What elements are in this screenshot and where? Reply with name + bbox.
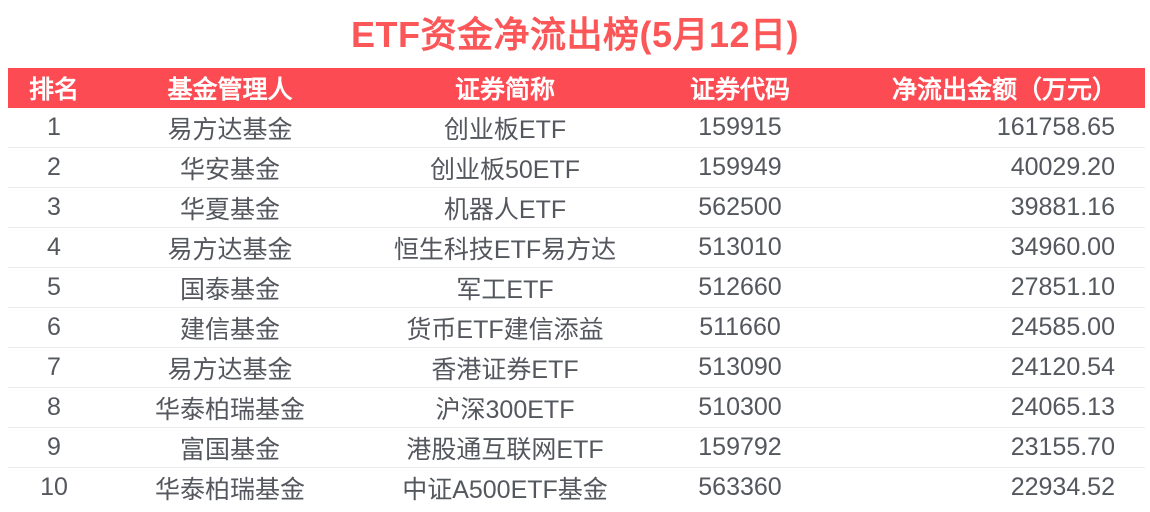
cell-security-code: 512660 (650, 267, 830, 308)
cell-security-name: 恒生科技ETF易方达 (360, 227, 650, 268)
cell-security-name: 中证A500ETF基金 (360, 467, 650, 507)
cell-rank: 2 (8, 147, 100, 188)
cell-rank: 6 (8, 307, 100, 348)
table-row: 7 易方达基金 香港证券ETF 513090 24120.54 (8, 347, 1145, 388)
cell-manager: 华泰柏瑞基金 (100, 387, 360, 428)
cell-security-name: 军工ETF (360, 267, 650, 308)
cell-security-code: 513090 (650, 347, 830, 388)
cell-net-outflow: 24585.00 (830, 307, 1145, 348)
cell-net-outflow: 39881.16 (830, 187, 1145, 228)
cell-security-name: 港股通互联网ETF (360, 427, 650, 468)
cell-net-outflow: 22934.52 (830, 467, 1145, 507)
cell-manager: 建信基金 (100, 307, 360, 348)
column-header-rank: 排名 (8, 68, 100, 108)
etf-outflow-table: 排名 基金管理人 证券简称 证券代码 净流出金额（万元） 1 易方达基金 创业板… (8, 68, 1145, 507)
table-row: 4 易方达基金 恒生科技ETF易方达 513010 34960.00 (8, 227, 1145, 268)
cell-net-outflow: 34960.00 (830, 227, 1145, 268)
cell-security-name: 香港证券ETF (360, 347, 650, 388)
cell-manager: 易方达基金 (167, 115, 293, 144)
cell-security-code: 511660 (650, 307, 830, 348)
column-header-security-code: 证券代码 (650, 68, 830, 108)
cell-security-code: 513010 (650, 227, 830, 268)
cell-security-name: 沪深300ETF (360, 387, 650, 428)
cell-rank: 9 (8, 427, 100, 468)
column-header-security-name: 证券简称 (360, 68, 650, 108)
cell-security-name: 创业板50ETF (360, 147, 650, 188)
cell-rank: 7 (8, 347, 100, 388)
cell-security-code: 563360 (650, 467, 830, 507)
cell-rank: 3 (8, 187, 100, 228)
table-row: 3 华夏基金 机器人ETF 562500 39881.16 (8, 187, 1145, 228)
table-row: 8 华泰柏瑞基金 沪深300ETF 510300 24065.13 (8, 387, 1145, 428)
header-row: 排名 基金管理人 证券简称 证券代码 净流出金额（万元） (8, 68, 1145, 108)
cell-net-outflow: 27851.10 (830, 267, 1145, 308)
cell-manager: 华安基金 (100, 147, 360, 188)
cell-security-code: 159949 (650, 147, 830, 188)
cell-manager: 华夏基金 (100, 187, 360, 228)
column-header-net-outflow: 净流出金额（万元） (830, 68, 1145, 108)
cell-security-name: 货币ETF建信添益 (360, 307, 650, 348)
table-row: 2 华安基金 创业板50ETF 159949 40029.20 (8, 147, 1145, 188)
cell-security-code: 510300 (650, 387, 830, 428)
table-row: 10 华泰柏瑞基金 中证A500ETF基金 563360 22934.52 (8, 467, 1145, 507)
table-row: 1 易方达基金 创业板ETF 159915 161758.65 (8, 108, 1145, 148)
table-header: 排名 基金管理人 证券简称 证券代码 净流出金额（万元） (8, 68, 1145, 108)
cell-net-outflow: 161758.65 (996, 113, 1115, 141)
cell-security-code: 159915 (698, 113, 782, 141)
cell-manager: 富国基金 (100, 427, 360, 468)
table-body: 1 易方达基金 创业板ETF 159915 161758.65 2 华安基金 创… (8, 108, 1145, 507)
cell-rank: 8 (8, 387, 100, 428)
column-header-manager: 基金管理人 (100, 68, 360, 108)
cell-net-outflow: 24065.13 (830, 387, 1145, 428)
page-title: ETF资金净流出榜(5月12日) (350, 14, 800, 55)
cell-rank: 10 (8, 467, 100, 507)
cell-net-outflow: 24120.54 (830, 347, 1145, 388)
table-row: 5 国泰基金 军工ETF 512660 27851.10 (8, 267, 1145, 308)
cell-rank: 4 (8, 227, 100, 268)
cell-net-outflow: 23155.70 (830, 427, 1145, 468)
cell-manager: 易方达基金 (100, 347, 360, 388)
cell-rank: 1 (47, 113, 61, 141)
cell-security-code: 159792 (650, 427, 830, 468)
cell-manager: 易方达基金 (100, 227, 360, 268)
cell-security-code: 562500 (650, 187, 830, 228)
table-row: 9 富国基金 港股通互联网ETF 159792 23155.70 (8, 427, 1145, 468)
cell-net-outflow: 40029.20 (830, 147, 1145, 188)
cell-security-name: 创业板ETF (443, 115, 567, 144)
cell-security-name: 机器人ETF (360, 187, 650, 228)
table-row: 6 建信基金 货币ETF建信添益 511660 24585.00 (8, 307, 1145, 348)
cell-manager: 华泰柏瑞基金 (100, 467, 360, 507)
cell-manager: 国泰基金 (100, 267, 360, 308)
cell-rank: 5 (8, 267, 100, 308)
